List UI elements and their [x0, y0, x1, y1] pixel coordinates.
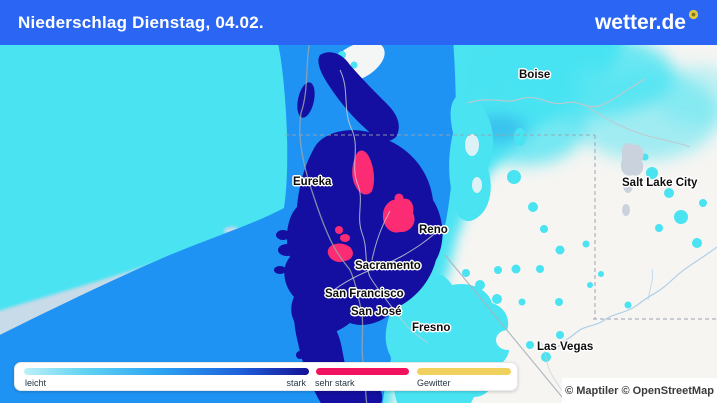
precipitation-layers — [0, 45, 717, 403]
legend-label-strong: stark — [286, 378, 306, 388]
city-label-las-vegas: Las Vegas — [537, 341, 594, 353]
map-lines-layer — [285, 45, 717, 403]
legend-gradient-bar — [24, 368, 309, 375]
precipitation-legend: leicht stark sehr stark Gewitter — [14, 362, 518, 391]
precipitation-map[interactable]: Boise Eureka Salt Lake City Reno Sacrame… — [0, 45, 717, 403]
city-label-salt-lake-city: Salt Lake City — [622, 177, 698, 189]
city-label-reno: Reno — [419, 224, 448, 236]
city-label-sacramento: Sacramento — [355, 260, 421, 272]
legend-label-very-strong: sehr stark — [315, 378, 355, 388]
great-salt-lake — [620, 142, 644, 216]
legend-very-strong-bar — [316, 368, 409, 375]
logo-dot-icon — [688, 9, 699, 20]
city-label-boise: Boise — [519, 69, 551, 81]
header-bar: Niederschlag Dienstag, 04.02. wetter.de — [0, 0, 717, 45]
map-attribution: © Maptiler © OpenStreetMap — [562, 378, 717, 403]
logo-text: wetter.de — [594, 11, 686, 34]
legend-label-thunder: Gewitter — [417, 378, 451, 388]
wetter-de-logo: wetter.de — [594, 9, 699, 34]
city-label-eureka: Eureka — [293, 176, 332, 188]
city-label-san-francisco: San Francisco — [325, 288, 404, 300]
very-strong-rain-layer — [327, 150, 415, 263]
legend-label-light: leicht — [25, 378, 47, 388]
page-title: Niederschlag Dienstag, 04.02. — [18, 12, 264, 32]
city-label-fresno: Fresno — [412, 322, 451, 334]
legend-thunder-bar — [417, 368, 511, 375]
city-label-san-jose: San José — [351, 306, 402, 318]
